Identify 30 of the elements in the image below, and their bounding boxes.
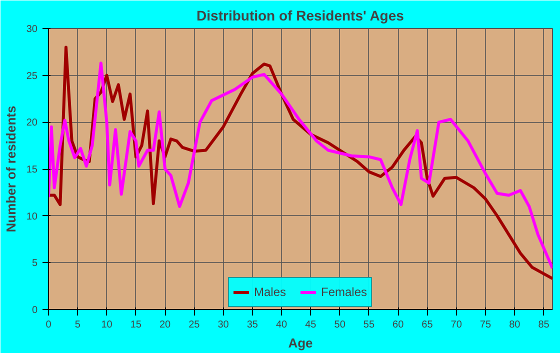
y-tick-label: 5 <box>32 258 38 270</box>
x-tick-label: 10 <box>101 320 113 330</box>
x-tick-label: 45 <box>305 320 317 330</box>
y-axis-title: Number of residents <box>3 106 18 232</box>
x-tick-label: 15 <box>130 320 142 330</box>
legend-label: Females <box>321 285 368 299</box>
legend-label: Males <box>254 285 286 299</box>
x-tick-label: 30 <box>218 320 230 330</box>
x-tick-label: 85 <box>538 320 550 330</box>
x-tick-label: 55 <box>363 320 375 330</box>
x-tick-label: 5 <box>74 320 81 330</box>
x-tick-label: 40 <box>276 320 288 330</box>
y-tick-label: 20 <box>26 118 38 129</box>
x-tick-label: 20 <box>159 320 172 330</box>
y-tick-label: 30 <box>26 24 38 35</box>
y-tick-label: 10 <box>26 211 38 222</box>
x-tick-label: 70 <box>450 320 462 330</box>
x-tick-label: 65 <box>422 320 434 330</box>
x-tick-label: 75 <box>480 320 492 330</box>
y-tick-label: 15 <box>26 164 38 176</box>
x-tick-label: 60 <box>392 320 404 330</box>
x-tick-label: 0 <box>46 320 52 330</box>
x-tick-label: 50 <box>334 320 346 330</box>
x-tick-label: 35 <box>246 320 258 330</box>
x-axis-title: Age <box>288 336 313 350</box>
x-tick-label: 25 <box>188 320 200 330</box>
chart-title: Distribution of Residents' Ages <box>196 8 404 24</box>
y-tick-label: 25 <box>26 70 38 82</box>
x-tick-label: 80 <box>509 320 521 330</box>
y-tick-label: 0 <box>32 305 38 316</box>
